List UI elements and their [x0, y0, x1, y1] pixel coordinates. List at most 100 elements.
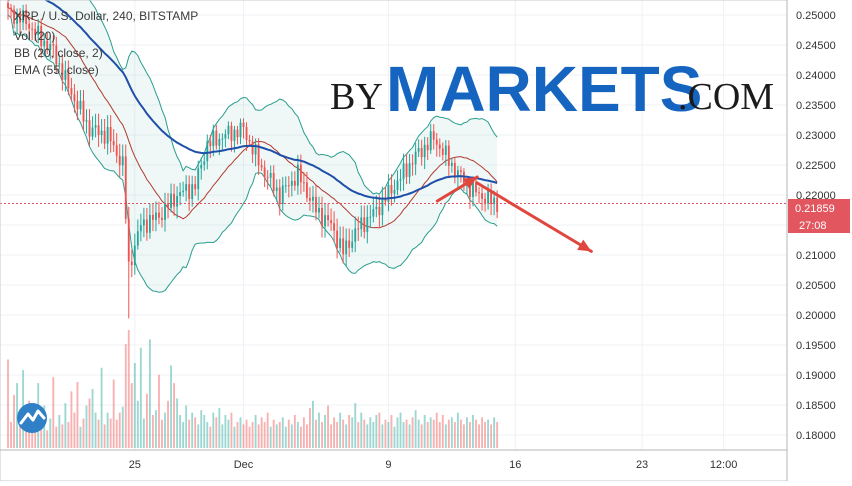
candle: [254, 138, 257, 167]
candle-body: [342, 238, 345, 255]
candle: [197, 160, 200, 201]
volume-bar: [215, 417, 218, 448]
candle-body: [375, 206, 378, 210]
volume-bar: [91, 389, 94, 448]
time-tick-label: 9: [385, 459, 391, 471]
candle-body: [67, 70, 70, 88]
volume-bar: [40, 424, 43, 448]
volume-bar: [61, 424, 64, 448]
volume-bar: [363, 419, 366, 448]
candle: [139, 213, 142, 242]
candle: [127, 206, 130, 319]
candle-body: [40, 25, 43, 47]
candle-body: [85, 120, 88, 122]
candle-body: [469, 183, 471, 197]
candle-body: [13, 9, 15, 24]
candle: [405, 153, 408, 185]
candle: [318, 196, 320, 219]
candle: [447, 140, 450, 178]
candle-body: [272, 172, 275, 191]
volume-bar: [348, 414, 351, 448]
volume-bar: [100, 367, 103, 448]
volume-bar: [336, 422, 339, 448]
candle: [121, 144, 124, 176]
tradingview-logo-icon[interactable]: [17, 403, 47, 433]
volume-bar: [188, 419, 191, 448]
candle: [224, 129, 227, 148]
candle: [215, 124, 218, 150]
candle-body: [218, 138, 221, 146]
candle: [290, 171, 293, 197]
candle-body: [161, 217, 163, 220]
candle-body: [142, 219, 145, 226]
price-tick-label: 0.23500: [796, 100, 836, 112]
candle: [185, 175, 188, 202]
candle: [378, 195, 381, 228]
candle: [179, 182, 182, 206]
candle: [336, 218, 339, 259]
volume-bar: [112, 379, 115, 448]
price-tick-label: 0.19000: [796, 370, 836, 382]
candle-body: [239, 122, 242, 138]
candle: [429, 123, 432, 155]
volume-bar: [390, 414, 393, 448]
candle: [191, 175, 194, 207]
volume-bar: [318, 412, 320, 448]
volume-bar: [70, 391, 73, 448]
candle-body: [242, 122, 245, 128]
candle: [372, 197, 375, 223]
candle-body: [330, 220, 333, 224]
candle-body: [151, 214, 154, 220]
candle-body: [179, 192, 182, 197]
candle-body: [438, 144, 441, 149]
volume-bar: [372, 422, 375, 448]
candle-body: [10, 7, 12, 10]
candle: [263, 160, 266, 188]
candle-body: [185, 184, 188, 191]
volume-bar: [354, 403, 357, 448]
volume-bar: [151, 414, 154, 448]
candle-body: [354, 228, 357, 242]
candle-body: [28, 23, 31, 29]
candle: [278, 179, 281, 216]
volume-bar: [330, 424, 333, 448]
candle: [399, 168, 402, 192]
candle-body: [348, 240, 351, 248]
candle: [85, 109, 88, 134]
volume-bar: [381, 424, 384, 448]
candle-body: [411, 163, 414, 165]
candle-body: [46, 40, 49, 50]
volume-bar: [209, 426, 212, 448]
candle: [453, 158, 456, 184]
volume-bar: [396, 417, 399, 448]
volume-bar: [19, 418, 22, 448]
candle-body: [296, 164, 299, 186]
candle: [333, 211, 336, 243]
candle-body: [339, 238, 342, 249]
legend-ema: EMA (55, close): [14, 63, 99, 77]
candle: [390, 174, 393, 206]
candle: [417, 139, 420, 158]
candle-body: [118, 155, 121, 166]
arrow-head: [577, 239, 592, 252]
candle-body: [136, 231, 139, 246]
volume-bar: [127, 330, 130, 448]
volume-bar: [293, 414, 296, 448]
volume-bar: [242, 424, 245, 448]
candle-body: [287, 185, 290, 187]
candle-body: [94, 125, 97, 128]
candle-body: [387, 184, 390, 202]
candle: [327, 203, 329, 227]
volume-bar: [115, 419, 118, 448]
volume-bar: [82, 418, 85, 448]
candle-body: [19, 13, 22, 23]
volume-bar: [462, 424, 465, 448]
candle-body: [148, 214, 151, 233]
candle: [459, 166, 462, 183]
candle: [19, 8, 22, 35]
candle: [106, 115, 109, 155]
candle: [22, 4, 25, 31]
candle: [423, 136, 426, 170]
forecast-arrow: [435, 175, 479, 203]
